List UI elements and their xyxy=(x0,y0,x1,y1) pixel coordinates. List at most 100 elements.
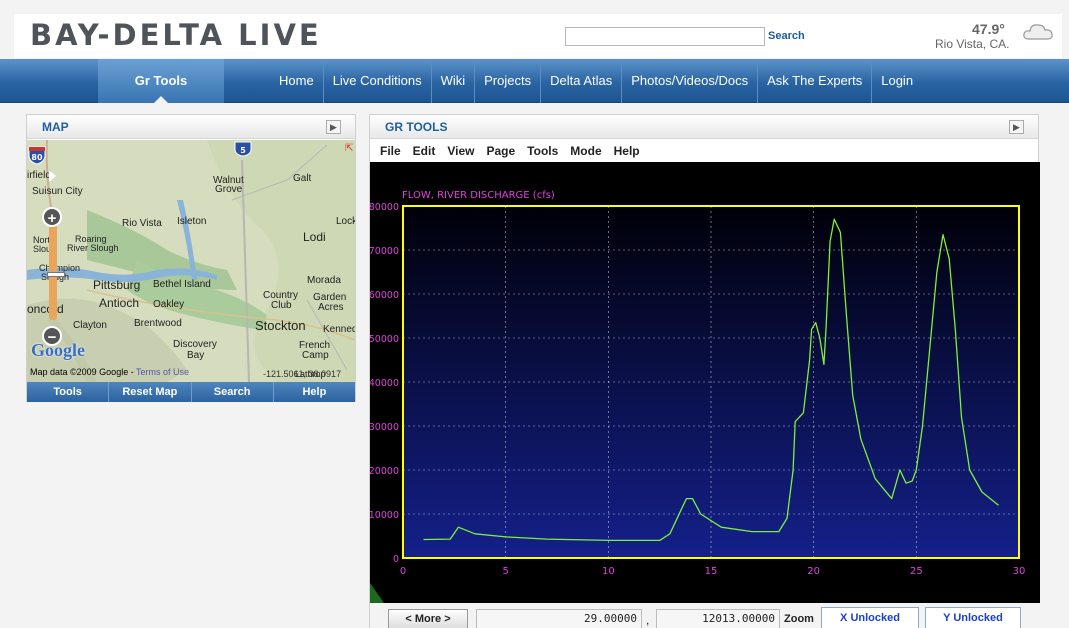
menu-mode[interactable]: Mode xyxy=(570,144,602,158)
svg-text:80: 80 xyxy=(31,153,43,162)
map-label-garden: Garden xyxy=(313,292,347,303)
nav-ask-the-experts[interactable]: Ask The Experts xyxy=(757,59,871,103)
x-tick-label: 15 xyxy=(705,566,718,577)
y-tick-label: 40000 xyxy=(370,378,399,389)
x-unlocked-button[interactable]: X Unlocked xyxy=(821,607,919,628)
map-label-pittsburg: Pittsburg xyxy=(93,278,141,292)
nav-wiki[interactable]: Wiki xyxy=(430,59,475,103)
google-logo[interactable]: Google xyxy=(31,340,85,360)
discharge-series-line xyxy=(423,218,999,542)
nav-delta-atlas[interactable]: Delta Atlas xyxy=(540,59,621,103)
map-tools-button[interactable]: Tools xyxy=(27,382,110,402)
terms-of-use-link[interactable]: Terms of Use xyxy=(136,367,190,377)
map-label-concord: oncord xyxy=(27,302,64,316)
plot-frame xyxy=(402,205,1020,559)
map-label-walnut: Walnut xyxy=(213,175,244,186)
map-label-grove: Grove xyxy=(215,184,243,195)
site-logo[interactable]: BAY-DELTA LIVE xyxy=(30,18,322,52)
gr-expand-arrow-icon[interactable]: ▶ xyxy=(1009,120,1024,134)
menu-edit[interactable]: Edit xyxy=(412,144,436,158)
x-tick-label: 30 xyxy=(1013,566,1026,577)
zoom-in-icon[interactable]: + xyxy=(42,207,62,227)
interstate-80-icon: 80 xyxy=(28,146,46,165)
search-input[interactable] xyxy=(565,27,765,46)
map-label-clayton: Clayton xyxy=(73,320,107,331)
menu-tools[interactable]: Tools xyxy=(527,144,559,158)
svg-text:5: 5 xyxy=(240,146,246,155)
gr-panel-title: GR TOOLS xyxy=(385,120,448,134)
menu-view[interactable]: View xyxy=(447,144,475,158)
map-label-lathrop: Lathrop xyxy=(295,369,326,379)
map-label-nort: Nort xyxy=(33,235,51,245)
y-tick-label: 60000 xyxy=(370,290,399,301)
x-value-field[interactable]: 29.00000 xyxy=(476,609,642,628)
more-button[interactable]: < More > xyxy=(388,609,468,628)
y-unlocked-button[interactable]: Y Unlocked xyxy=(925,607,1021,628)
map-search-button[interactable]: Search xyxy=(192,382,274,402)
map-label-lock: Lock xyxy=(336,216,355,227)
nav-items: Home Live Conditions Wiki Projects Delta… xyxy=(270,59,922,103)
search-button[interactable]: Search xyxy=(768,30,805,42)
map-panel-title: MAP xyxy=(42,120,69,134)
map-expand-arrow-icon[interactable]: ▶ xyxy=(326,120,341,134)
x-tick-label: 10 xyxy=(602,566,615,577)
nav-notch xyxy=(154,96,168,103)
y-value-field[interactable]: 12013.00000 xyxy=(656,609,780,628)
nav-gr-tools[interactable]: Gr Tools xyxy=(98,59,224,103)
gr-status-bar: < More > 29.00000 , 12013.00000 Zoom X U… xyxy=(370,603,1040,628)
map-footer: Tools Reset Map Search Help xyxy=(27,382,355,402)
y-tick-label: 10000 xyxy=(370,510,399,521)
zoom-label: Zoom xyxy=(784,613,814,625)
map-label-camp: Camp xyxy=(302,350,329,361)
map-label-roaring: Roaring xyxy=(75,234,107,244)
map-panel-header: MAP ▶ xyxy=(27,115,355,139)
gr-tools-panel: GR TOOLS ▶ File Edit View Page Tools Mod… xyxy=(369,114,1040,628)
menu-file[interactable]: File xyxy=(380,144,401,158)
map-fullscreen-icon[interactable]: ⇱ xyxy=(345,143,354,154)
gr-panel-header: GR TOOLS ▶ xyxy=(370,115,1038,139)
nav-live-conditions[interactable]: Live Conditions xyxy=(322,59,431,103)
map-help-button[interactable]: Help xyxy=(302,386,327,398)
map-label-suisun-city: Suisun City xyxy=(32,186,83,197)
map-label-rio-vista: Rio Vista xyxy=(122,218,162,229)
map-label-french: French xyxy=(299,340,331,351)
nav-login[interactable]: Login xyxy=(871,59,922,103)
weather-location: Rio Vista, CA. xyxy=(935,37,1010,51)
map-label-stockton: Stockton xyxy=(255,318,306,333)
map-label-champion: Champion xyxy=(39,263,81,273)
map-terrain xyxy=(27,140,355,382)
map-attribution: Map data ©2009 Google - Terms of Use xyxy=(30,367,189,377)
menu-help[interactable]: Help xyxy=(613,144,640,158)
map-pan-arrow-icon[interactable] xyxy=(49,170,56,182)
x-tick-label: 20 xyxy=(807,566,820,577)
map-reset-button[interactable]: Reset Map xyxy=(109,382,192,402)
x-tick-label: 0 xyxy=(400,566,406,577)
map-label-lodi: Lodi xyxy=(303,230,326,244)
plot-area[interactable]: FLOW, RIVER DISCHARGE (cfs) 0 5 10 15 20 25 30… xyxy=(369,162,1040,603)
y-tick-label: 30000 xyxy=(370,422,399,433)
map-canvas[interactable]: Suisun City Walnut Grove Galt Rio Vista … xyxy=(27,140,355,382)
map-attribution-text: Map data ©2009 Google - xyxy=(30,367,137,377)
nav-home[interactable]: Home xyxy=(279,73,314,88)
x-tick-label: 25 xyxy=(910,566,923,577)
menu-page[interactable]: Page xyxy=(486,144,516,158)
map-label-galt: Galt xyxy=(293,173,312,184)
y-tick-label: 20000 xyxy=(370,466,399,477)
map-label-bethel-island: Bethel Island xyxy=(153,279,211,290)
zoom-out-icon[interactable]: − xyxy=(42,326,62,346)
nav-projects[interactable]: Projects xyxy=(474,59,540,103)
map-coordinates: -121.5061, 38.0917 xyxy=(263,369,342,379)
map-label-country: Country xyxy=(263,290,299,301)
plot-corner-marker xyxy=(370,583,384,603)
y-tick-label: 0 xyxy=(393,554,399,565)
chart-title: FLOW, RIVER DISCHARGE (cfs) xyxy=(402,190,555,201)
zoom-slider-handle[interactable] xyxy=(47,272,65,277)
gr-menubar: File Edit View Page Tools Mode Help xyxy=(370,140,1038,162)
discharge-chart[interactable]: FLOW, RIVER DISCHARGE (cfs) 0 5 10 15 20 25 30… xyxy=(369,162,1040,603)
x-tick-label: 5 xyxy=(502,566,508,577)
map-label-slou: Slou xyxy=(33,244,52,254)
map-label-club: Club xyxy=(271,300,292,311)
nav-photos-videos-docs[interactable]: Photos/Videos/Docs xyxy=(621,59,757,103)
map-zoom-slider[interactable] xyxy=(49,210,57,320)
